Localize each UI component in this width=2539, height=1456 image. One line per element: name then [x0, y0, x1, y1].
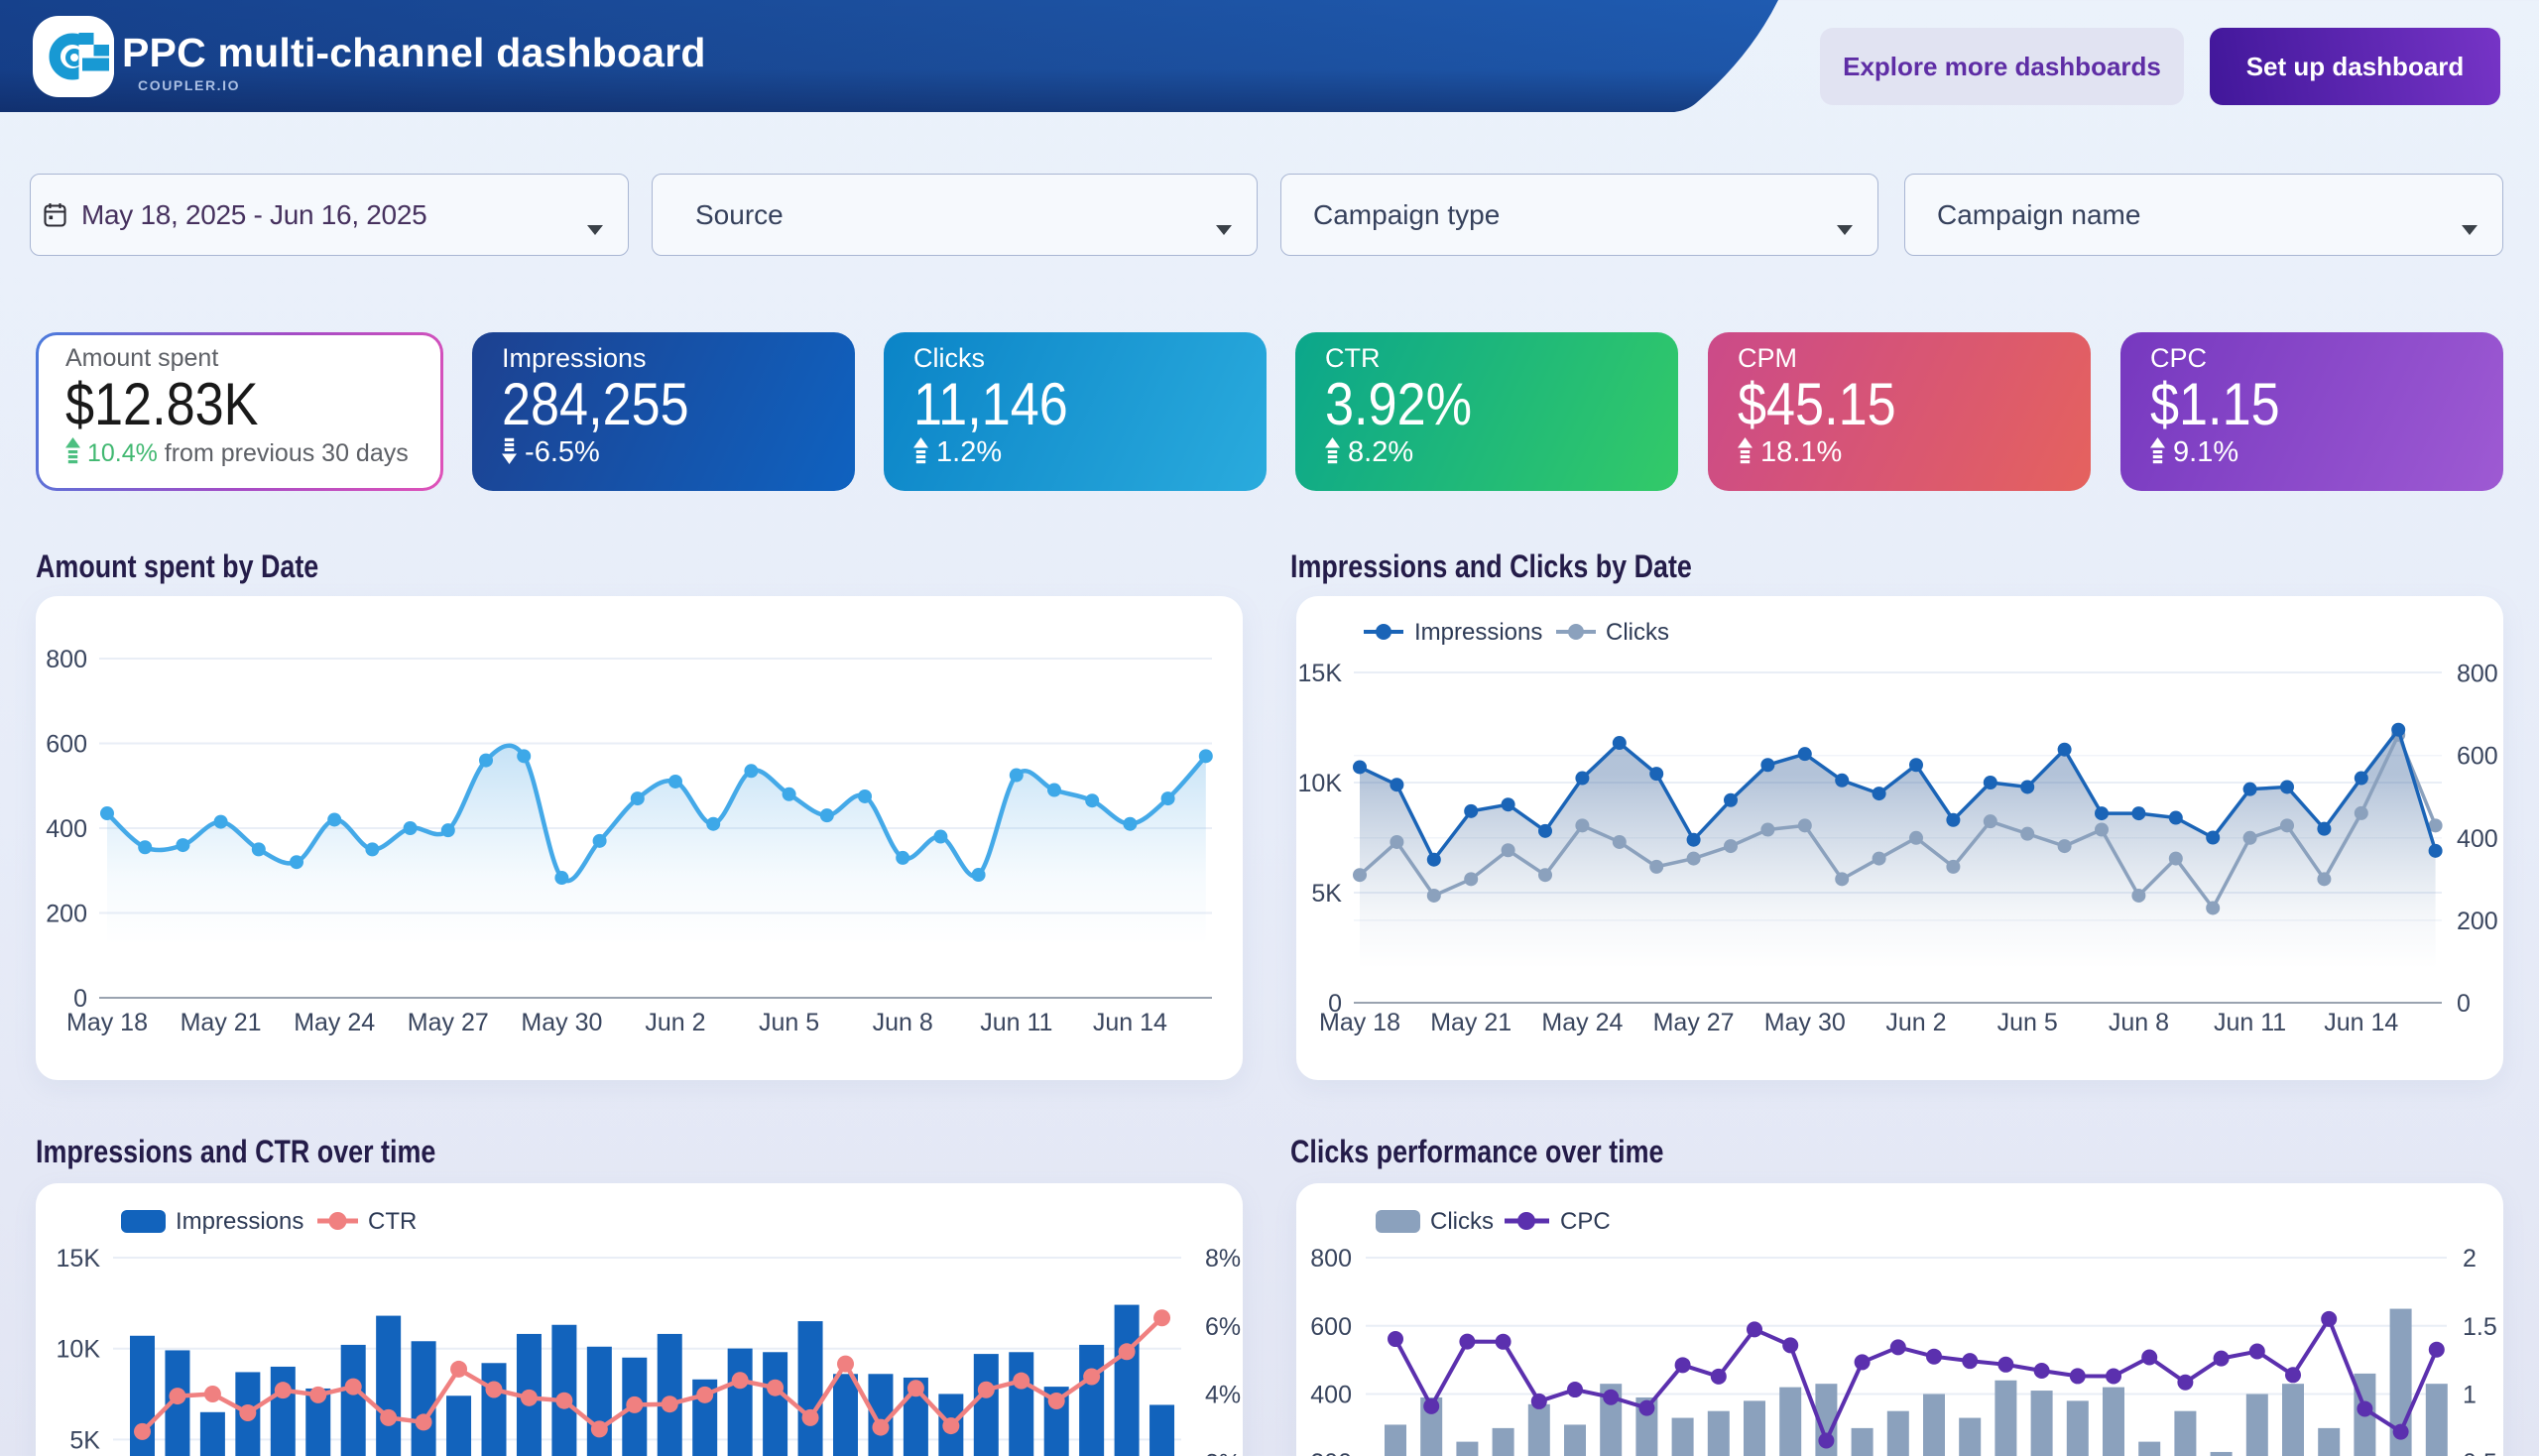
- svg-text:Jun 5: Jun 5: [1997, 1009, 2058, 1036]
- svg-text:0: 0: [73, 985, 87, 1013]
- svg-text:2: 2: [2463, 1245, 2477, 1273]
- svg-text:May 24: May 24: [294, 1009, 375, 1036]
- svg-text:1: 1: [2463, 1382, 2477, 1409]
- svg-text:CTR: CTR: [368, 1208, 417, 1235]
- svg-text:Jun 8: Jun 8: [873, 1009, 933, 1036]
- svg-text:May 27: May 27: [408, 1009, 489, 1036]
- svg-text:0.5: 0.5: [2463, 1449, 2497, 1456]
- svg-text:200: 200: [46, 901, 87, 928]
- svg-text:600: 600: [46, 731, 87, 759]
- svg-text:0: 0: [2457, 990, 2471, 1018]
- svg-text:Jun 14: Jun 14: [2324, 1009, 2398, 1036]
- svg-text:Jun 5: Jun 5: [759, 1009, 819, 1036]
- svg-text:800: 800: [46, 646, 87, 673]
- svg-text:15K: 15K: [1298, 660, 1343, 687]
- svg-text:800: 800: [2457, 661, 2498, 688]
- svg-text:1.5: 1.5: [2463, 1313, 2497, 1341]
- svg-text:5K: 5K: [69, 1426, 100, 1454]
- svg-text:4%: 4%: [1205, 1382, 1241, 1409]
- svg-text:800: 800: [1310, 1245, 1352, 1273]
- svg-text:May 27: May 27: [1653, 1009, 1735, 1036]
- svg-text:Jun 2: Jun 2: [1885, 1009, 1946, 1036]
- svg-text:May 24: May 24: [1541, 1009, 1623, 1036]
- svg-text:May 30: May 30: [521, 1009, 602, 1036]
- svg-text:2%: 2%: [1205, 1449, 1241, 1456]
- svg-text:15K: 15K: [57, 1245, 101, 1273]
- svg-text:CPC: CPC: [1560, 1208, 1611, 1235]
- svg-text:5K: 5K: [1311, 880, 1342, 908]
- svg-text:10K: 10K: [1298, 770, 1343, 797]
- svg-text:0: 0: [1328, 990, 1342, 1018]
- svg-text:400: 400: [46, 815, 87, 843]
- svg-text:6%: 6%: [1205, 1313, 1241, 1341]
- svg-text:May 30: May 30: [1764, 1009, 1846, 1036]
- svg-text:Impressions: Impressions: [1414, 619, 1542, 646]
- svg-text:200: 200: [2457, 908, 2498, 935]
- svg-text:8%: 8%: [1205, 1245, 1241, 1273]
- svg-text:May 21: May 21: [181, 1009, 262, 1036]
- svg-text:Clicks: Clicks: [1430, 1208, 1494, 1235]
- svg-text:May 18: May 18: [1319, 1009, 1400, 1036]
- svg-text:200: 200: [1310, 1449, 1352, 1456]
- svg-text:Jun 11: Jun 11: [980, 1009, 1052, 1036]
- svg-text:May 18: May 18: [66, 1009, 148, 1036]
- svg-text:May 21: May 21: [1430, 1009, 1511, 1036]
- svg-text:Jun 8: Jun 8: [2109, 1009, 2169, 1036]
- svg-text:600: 600: [1310, 1313, 1352, 1341]
- svg-text:Jun 14: Jun 14: [1093, 1009, 1167, 1036]
- svg-text:400: 400: [2457, 825, 2498, 853]
- svg-text:10K: 10K: [57, 1336, 101, 1364]
- svg-text:Impressions: Impressions: [176, 1208, 303, 1235]
- svg-text:Jun 11: Jun 11: [2214, 1009, 2286, 1036]
- svg-text:600: 600: [2457, 743, 2498, 771]
- svg-text:Jun 2: Jun 2: [645, 1009, 705, 1036]
- svg-text:Clicks: Clicks: [1606, 619, 1669, 646]
- svg-text:400: 400: [1310, 1382, 1352, 1409]
